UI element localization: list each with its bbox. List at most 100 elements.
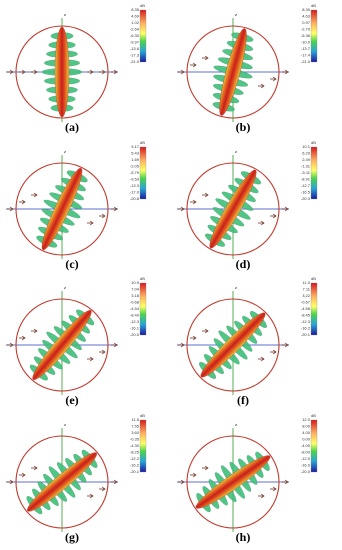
colorbar-tick: -9.53 xyxy=(130,177,140,182)
colorbar-tick: -4.00 xyxy=(301,443,311,448)
panel: z dB8.30 4.630.97 -2.70-6.36 -10.0-13.7 -17.4… xyxy=(177,3,318,134)
colorbar-tick: 10.1 xyxy=(302,144,311,149)
main-lobe xyxy=(27,452,97,512)
panel-label: (f) xyxy=(237,393,249,407)
main-lobe xyxy=(54,26,70,118)
colorbar-tick: -8.45 xyxy=(301,313,311,318)
colorbar-tick: 3.60 xyxy=(131,430,140,435)
colorbar xyxy=(139,419,147,473)
colorbar-tick: -16.5 xyxy=(301,190,311,195)
colorbar-tick: -13.7 xyxy=(301,46,311,51)
arrow xyxy=(270,486,277,492)
colorbar-tick: -13.6 xyxy=(130,46,140,51)
arrow xyxy=(178,342,185,348)
colorbar-tick: -12.0 xyxy=(301,456,311,461)
colorbar-tick: -16.0 xyxy=(301,463,311,468)
ring xyxy=(15,162,109,256)
colorbar-tick: -17.3 xyxy=(130,53,140,58)
colorbar-tick: -2.05 xyxy=(130,164,140,169)
arrow xyxy=(202,192,209,198)
colorbar-tick: -20.1 xyxy=(301,332,311,337)
arrow xyxy=(87,356,94,362)
panel: z dB9.17 5.431.69 -2.05-5.79 -9.53-13.3 -17.0… xyxy=(6,140,147,271)
panel-label: (a) xyxy=(65,120,79,134)
colorbar-tick: 8.30 xyxy=(302,7,311,12)
arrow xyxy=(202,55,209,61)
colorbar-tick: 3.22 xyxy=(302,293,311,298)
colorbar-tick: -4.56 xyxy=(301,306,311,311)
panel-label: (d) xyxy=(236,257,251,271)
arrow xyxy=(7,206,14,212)
main-lobe xyxy=(41,167,83,251)
pattern xyxy=(212,28,254,116)
colorbar-tick: -5.11 xyxy=(301,170,311,175)
colorbar-tick: -21.0 xyxy=(130,59,140,64)
colorbar-tick: -8.40 xyxy=(130,313,140,318)
colorbar-tick: -20.0 xyxy=(130,332,140,337)
colorbar-tick: -12.3 xyxy=(301,319,311,324)
panel-label: (h) xyxy=(236,530,251,544)
colorbar-tick: -12.3 xyxy=(130,319,140,324)
colorbar-tick: -16.2 xyxy=(301,326,311,331)
colorbar-tick: -8.00 xyxy=(301,450,311,455)
arrow xyxy=(99,69,106,75)
arrow xyxy=(111,342,118,348)
arrow xyxy=(111,479,118,485)
arrow xyxy=(258,493,265,499)
colorbar-tick: -8.25 xyxy=(130,450,140,455)
colorbar-unit: dB xyxy=(311,276,316,281)
main-lobe xyxy=(32,310,92,380)
colorbar-tick: 4.00 xyxy=(302,430,311,435)
colorbar-tick: 7.11 xyxy=(303,287,311,292)
arrow xyxy=(19,69,26,75)
colorbar xyxy=(139,282,147,336)
colorbar-tick: -20.3 xyxy=(301,196,311,201)
panel-label: (e) xyxy=(65,393,78,407)
arrow xyxy=(99,213,106,219)
ring xyxy=(15,298,109,392)
pattern xyxy=(29,309,95,381)
colorbar-tick: -6.30 xyxy=(130,33,140,38)
pattern xyxy=(41,26,83,118)
colorbar xyxy=(139,146,147,200)
arrow xyxy=(7,342,14,348)
colorbar-tick: -4.54 xyxy=(130,306,140,311)
colorbar-tick: -9.97 xyxy=(130,40,140,45)
colorbar-tick: -0.35 xyxy=(130,437,140,442)
colorbar xyxy=(310,282,318,336)
colorbar-tick: -17.4 xyxy=(301,53,311,58)
arrow xyxy=(87,69,94,75)
colorbar xyxy=(310,419,318,473)
main-lobe xyxy=(200,312,266,378)
arrow xyxy=(202,328,209,334)
colorbar-tick: -12.7 xyxy=(301,183,311,188)
main-lobe xyxy=(209,169,257,249)
arrow xyxy=(31,69,38,75)
arrow xyxy=(111,69,118,75)
colorbar xyxy=(139,9,147,63)
colorbar-tick: 2.49 xyxy=(302,157,311,162)
arrow xyxy=(282,342,289,348)
colorbar-tick: -20.1 xyxy=(130,469,140,474)
arrow xyxy=(19,335,26,341)
colorbar-unit: dB xyxy=(311,140,316,145)
arrow xyxy=(87,493,94,499)
arrow xyxy=(270,349,277,355)
axis-label: z xyxy=(235,149,237,154)
colorbar-tick: 4.63 xyxy=(302,14,311,19)
ring xyxy=(15,25,109,119)
colorbar-unit: dB xyxy=(311,3,316,8)
colorbar-tick: -5.79 xyxy=(130,170,140,175)
colorbar-tick: -8.91 xyxy=(301,177,311,182)
colorbar-tick: 0.00 xyxy=(302,437,311,442)
colorbar-tick: 0.97 xyxy=(302,20,311,25)
ring xyxy=(15,435,109,529)
arrow xyxy=(178,69,185,75)
colorbar-tick: 11.0 xyxy=(303,280,311,285)
arrow xyxy=(99,349,106,355)
panel-label: (c) xyxy=(65,257,78,271)
panel-label: (g) xyxy=(65,530,79,544)
colorbar xyxy=(310,146,318,200)
colorbar-tick: 9.17 xyxy=(131,144,140,149)
arrow xyxy=(270,76,277,82)
